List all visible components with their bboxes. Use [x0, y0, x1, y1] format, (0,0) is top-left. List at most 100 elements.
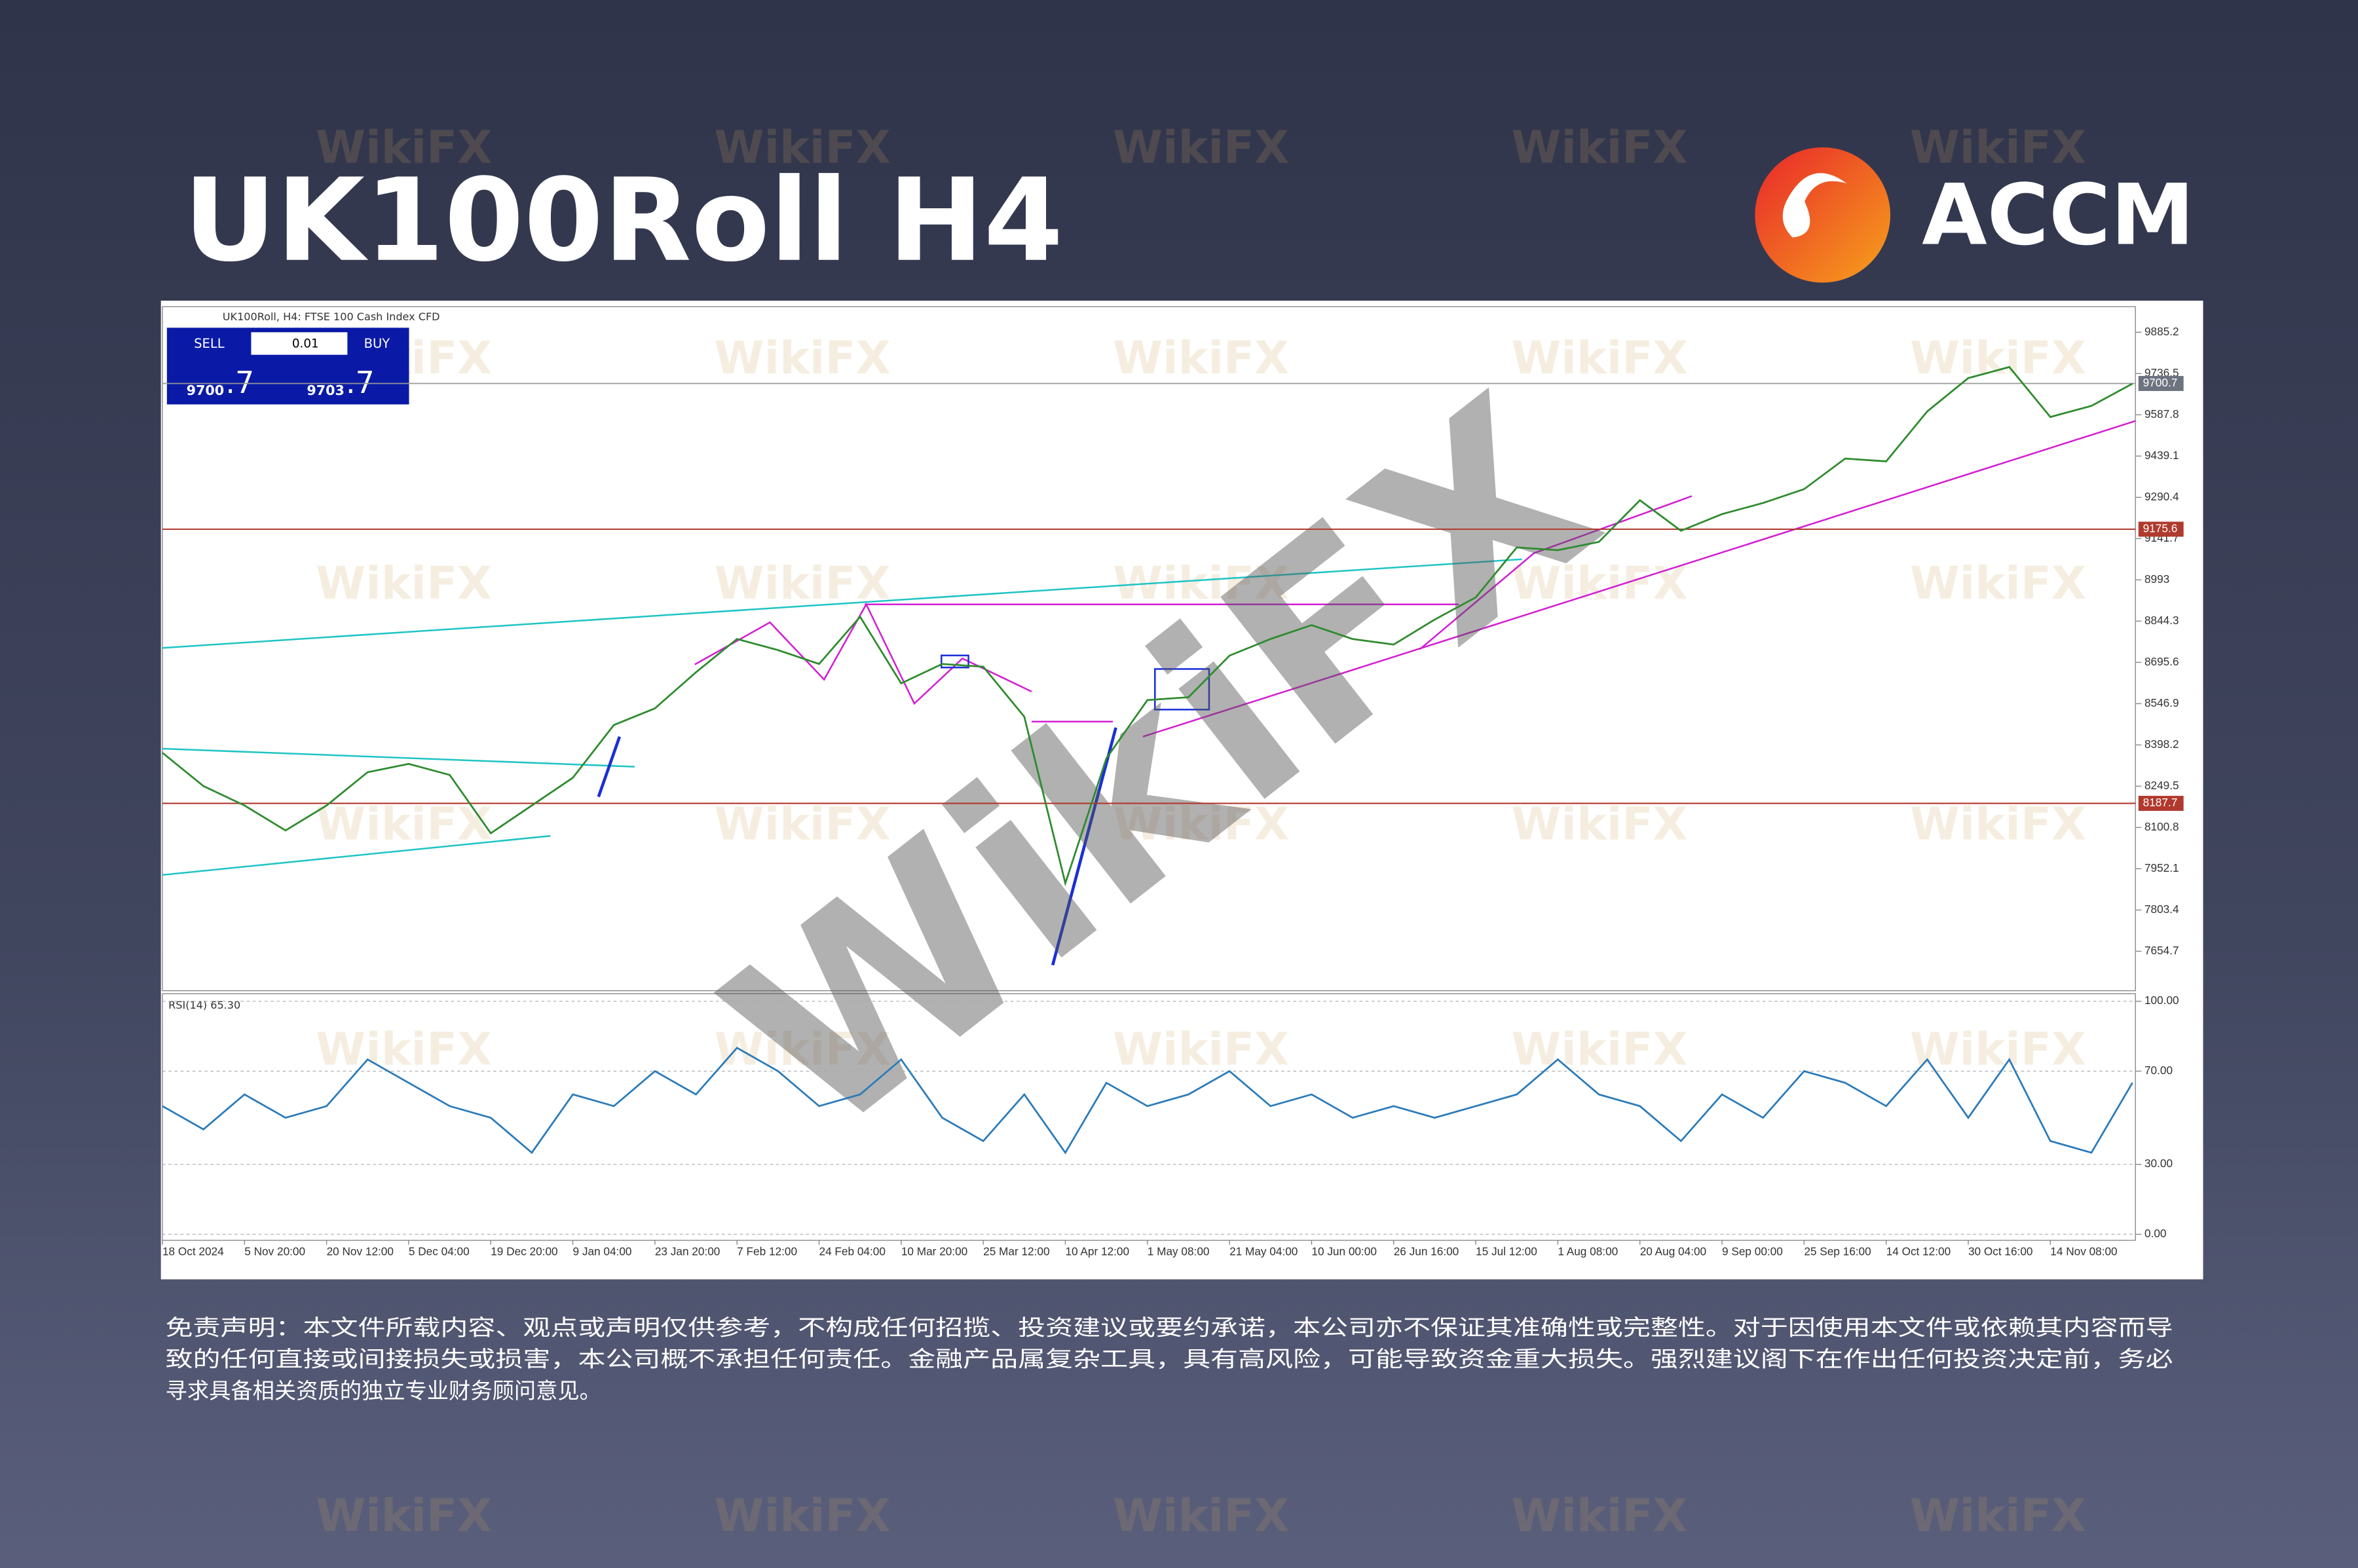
buy-button[interactable]: BUY	[364, 336, 390, 351]
x-tick-label: 25 Mar 12:00	[983, 1245, 1049, 1258]
current-price-bg	[2138, 376, 2184, 391]
volume-input[interactable]: 0.01	[292, 337, 319, 351]
watermark: WikiFX	[316, 798, 492, 850]
x-tick-label: 5 Dec 04:00	[409, 1245, 470, 1258]
watermark: WikiFX	[1910, 332, 2086, 384]
y-tick-label: 7654.7	[2144, 944, 2179, 957]
current-price-label: 9700.7	[2143, 376, 2178, 389]
y-tick-label: 9736.5	[2144, 366, 2179, 379]
x-tick-label: 10 Apr 12:00	[1065, 1245, 1129, 1258]
y-tick-label: 0.00	[2144, 1227, 2166, 1240]
buy-price: 9703	[307, 383, 345, 398]
x-tick-label: 9 Jan 04:00	[573, 1245, 632, 1258]
watermark: WikiFX	[715, 1489, 891, 1542]
trend-lines	[162, 420, 2136, 966]
y-tick-label: 9439.1	[2144, 449, 2179, 462]
watermark: WikiFX	[1910, 798, 2086, 850]
x-tick-label: 23 Jan 20:00	[655, 1245, 720, 1258]
watermark: WikiFX	[316, 1489, 492, 1542]
y-tick-label: 8398.2	[2144, 737, 2179, 751]
watermark: WikiFX	[316, 122, 492, 174]
y-tick-label: 8844.3	[2144, 614, 2179, 627]
x-tick-label: 21 May 04:00	[1229, 1245, 1298, 1258]
sell-button[interactable]: SELL	[194, 336, 225, 351]
pattern-box	[940, 654, 969, 669]
watermark: WikiFX	[715, 1024, 891, 1076]
price-frame	[162, 306, 2136, 992]
x-tick-label: 1 Aug 08:00	[1558, 1245, 1618, 1258]
chart-panel	[160, 301, 2203, 1280]
trend-line	[162, 558, 1522, 649]
watermark: WikiFX	[1910, 557, 2086, 610]
y-tick-label: 9587.8	[2144, 407, 2179, 420]
watermark: WikiFX	[1511, 332, 1687, 384]
watermark: WikiFX	[1511, 1024, 1687, 1076]
disclaimer-line: 寻求具备相关资质的独立专业财务顾问意见。	[166, 1378, 601, 1404]
trend-line	[694, 602, 1032, 705]
logo-swirl	[1782, 173, 1847, 238]
watermark: WikiFX	[1113, 1024, 1289, 1076]
y-tick-label: 7803.4	[2144, 903, 2179, 916]
page-title: UK100Roll H4	[183, 155, 1063, 288]
brand-name: ACCM	[1922, 167, 2194, 265]
rsi-line	[162, 1047, 2133, 1155]
x-tick-label: 14 Nov 08:00	[2050, 1245, 2117, 1258]
pattern-box	[1154, 668, 1210, 711]
watermark: WikiFX	[1113, 798, 1289, 850]
x-tick-label: 5 Nov 20:00	[244, 1245, 305, 1258]
watermark: WikiFX	[1511, 1489, 1687, 1542]
watermarks: WikiFX WikiFX WikiFX WikiFX WikiFX WikiFX Wiki…	[316, 122, 2086, 1542]
watermark: WikiFX	[1511, 557, 1687, 610]
y-tick-label: 9290.4	[2144, 490, 2179, 503]
level-label: 9175.6	[2143, 522, 2178, 535]
x-tick-label: 14 Oct 12:00	[1886, 1245, 1951, 1258]
x-tick-label: 24 Feb 04:00	[819, 1245, 886, 1258]
y-tick-label: 7952.1	[2144, 861, 2179, 874]
y-tick-label: 30.00	[2144, 1157, 2173, 1170]
x-tick-label: 15 Jul 12:00	[1476, 1245, 1537, 1258]
x-tick-label: 7 Feb 12:00	[737, 1245, 797, 1258]
x-tick-label: 9 Sep 00:00	[1722, 1245, 1783, 1258]
level-label: 8187.7	[2143, 796, 2178, 809]
sell-price-frac: .7	[225, 365, 254, 400]
y-tick-label: 9885.2	[2144, 325, 2179, 338]
y-tick-label: 8993	[2144, 572, 2169, 586]
x-tick-label: 20 Aug 04:00	[1640, 1245, 1706, 1258]
rsi-frame	[162, 993, 2136, 1241]
level-label-bg	[2138, 521, 2184, 537]
y-tick-label: 100.00	[2144, 994, 2179, 1007]
x-tick-label: 18 Oct 2024	[162, 1245, 224, 1258]
brand-logo: ACCM	[1755, 147, 2194, 283]
trend-line	[1419, 495, 1693, 650]
x-tick-label: 10 Jun 00:00	[1311, 1245, 1376, 1258]
x-tick-label: 10 Mar 20:00	[901, 1245, 967, 1258]
trend-line	[162, 834, 551, 876]
trend-line	[1051, 727, 1117, 966]
watermark: WikiFX	[715, 122, 891, 174]
watermark: WikiFX	[1511, 122, 1687, 174]
price-line	[162, 365, 2133, 887]
x-tick-label: 20 Nov 12:00	[327, 1245, 394, 1258]
watermark: WikiFX	[1113, 122, 1289, 174]
x-tick-label: 1 May 08:00	[1148, 1245, 1210, 1258]
watermark: WikiFX	[1113, 332, 1289, 384]
volume-box	[251, 332, 348, 355]
trend-line	[1142, 420, 2136, 737]
y-tick-label: 8100.8	[2144, 820, 2179, 833]
watermark: WikiFX	[1511, 798, 1687, 850]
watermark: WikiFX	[715, 332, 891, 384]
y-tick-label: 8546.9	[2144, 696, 2179, 709]
trend-line	[162, 747, 635, 768]
y-tick-label: 70.00	[2144, 1064, 2173, 1077]
watermark: WikiFX	[1910, 1024, 2086, 1076]
watermark: WikiFX	[1910, 1489, 2086, 1542]
symbol-caption: UK100Roll, H4: FTSE 100 Cash Index CFD	[223, 310, 440, 323]
x-tick-label: 26 Jun 16:00	[1394, 1245, 1459, 1258]
disclaimer-line: 致的任何直接或间接损失或损害，本公司概不承担任何责任。金融产品属复杂工具，具有高…	[166, 1347, 2173, 1372]
disclaimer-line: 免责声明：本文件所载内容、观点或声明仅供参考，不构成任何招揽、投资建议或要约承诺…	[166, 1315, 2173, 1341]
watermark: WikiFX	[316, 1024, 492, 1076]
watermark: WikiFX	[316, 557, 492, 610]
rsi-caption: RSI(14) 65.30	[168, 999, 240, 1011]
